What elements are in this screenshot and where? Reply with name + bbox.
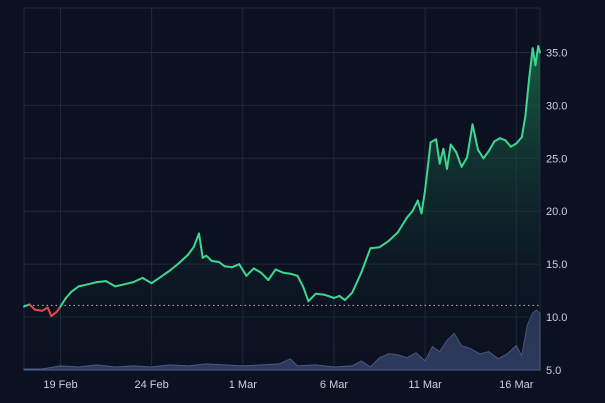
price-line-segment [230,263,241,269]
price-line-segment [504,139,512,148]
price-line-segment [50,310,58,317]
price-line-segment [515,136,523,145]
price-line-segment [41,306,49,312]
price-line-segment [435,138,441,165]
price-line-segment [528,47,534,80]
price-line-segment [351,271,363,294]
price-line-segment [86,281,98,286]
price-line-segment [302,285,310,303]
x-tick-label: 6 Mar [320,379,348,391]
price-line-segment [123,281,135,286]
price-line-segment [238,263,248,277]
price-line-segment [360,247,372,274]
price-line-segment [59,297,67,308]
price-line-segment [260,271,270,281]
price-line-segment [267,268,277,281]
x-tick-label: 16 Mar [499,379,534,391]
price-line-segment [449,143,458,153]
price-line-segment [150,275,162,285]
price-line-segment [281,271,292,275]
price-area-fill [24,46,540,370]
x-tick-label: 11 Mar [408,379,442,391]
y-tick-label: 25.0 [546,153,567,165]
x-tick-label: 1 Mar [229,379,257,391]
price-line-segment [420,189,427,215]
price-line-segment [187,246,195,256]
price-line-segment [387,231,399,242]
price-line-segment [70,285,80,293]
price-line-segment [46,306,53,317]
price-line-segment [482,149,490,160]
price-line-segment [466,123,474,159]
price-line-segment [168,262,180,272]
y-tick-label: 20.0 [546,206,567,218]
y-tick-label: 10.0 [546,312,567,324]
price-line-segment [460,156,469,168]
price-line-segment [471,123,479,151]
x-tick-label: 24 Feb [135,379,169,391]
price-line-segment [223,265,233,269]
price-line-segment [289,272,299,277]
price-line-segment [477,148,485,160]
price-line-segment [95,280,107,284]
price-line-segment [378,239,390,249]
price-line-segment [245,267,255,277]
price-line-segment [446,143,452,170]
price-line-segment [296,274,304,288]
price-line-segment [132,276,144,284]
price-line-segment [55,305,62,313]
price-line-segment [438,147,445,165]
price-line-segment [141,276,153,285]
y-tick-label: 5.0 [546,365,561,377]
price-line-segment [64,290,73,299]
y-axis: 35.0 30.0 25.0 20.0 15.0 10.0 5.0 [546,47,567,377]
price-line-segment [369,246,381,250]
price-line-segment [218,261,226,268]
x-tick-label: 19 Feb [43,379,77,391]
price-line-segment [509,142,518,148]
price-line-segment [274,268,284,274]
price-line-segment [343,291,354,302]
price-line-segment [28,303,36,311]
price-line-segment [520,115,527,139]
price-line-segment [338,294,346,302]
price-line-segment [493,137,501,143]
price-line-segment [252,267,262,274]
price-line-segment [198,232,204,259]
price-line-segment [455,151,463,168]
price-line-segment [210,260,221,263]
price-area [24,46,540,370]
price-line-segment [534,45,540,67]
price-line-segment [205,254,213,262]
price-line-segment [307,292,317,303]
price-line-segment [442,147,448,170]
price-line-segment [33,308,44,312]
y-tick-label: 30.0 [546,100,567,112]
price-line-segment [411,199,419,213]
price-series [23,45,541,317]
price-line-segment [537,45,541,54]
price-line-segment [524,77,531,117]
price-line-segment [405,210,414,219]
price-line-segment [396,216,408,234]
y-tick-label: 15.0 [546,259,567,271]
price-line-segment [159,269,171,278]
price-line-segment [178,253,190,265]
price-line-segment [314,292,326,296]
price-line-segment [105,280,117,288]
x-axis: 19 Feb 24 Feb 1 Mar 6 Mar 11 Mar 16 Mar [43,379,533,391]
price-line-segment [424,141,432,192]
price-line-segment [487,140,496,152]
price-line-segment [114,283,126,288]
price-line-segment [77,283,89,288]
price-line-segment [323,293,335,299]
price-line-segment [192,232,200,249]
y-tick-label: 35.0 [546,47,567,59]
